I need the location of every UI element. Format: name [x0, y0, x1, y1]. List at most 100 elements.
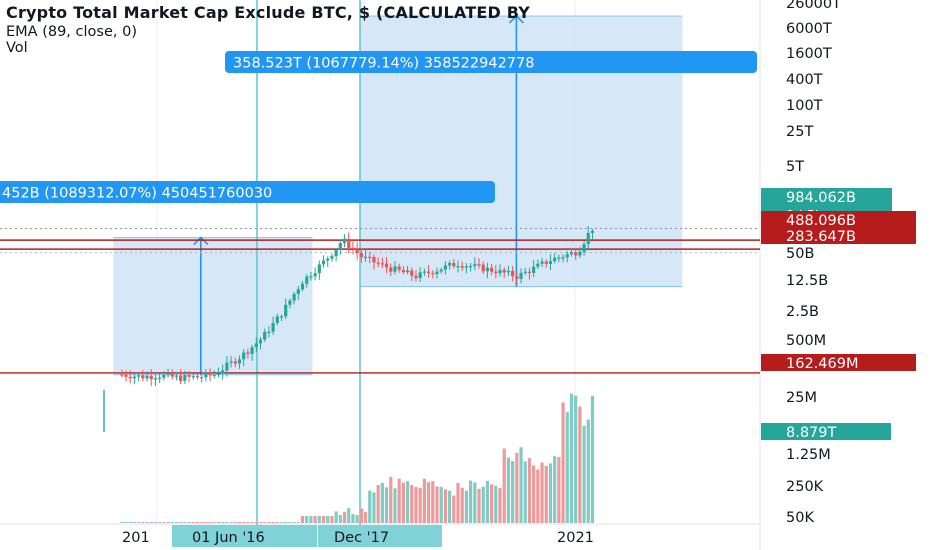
candle: [460, 266, 464, 268]
volume-bar: [166, 522, 170, 523]
volume-bar: [120, 522, 124, 523]
candle: [498, 269, 502, 274]
candle: [515, 276, 519, 279]
price-label: 283.647B: [786, 229, 856, 245]
price-axis-bg: [760, 0, 932, 550]
candle: [582, 244, 586, 252]
volume-bar: [254, 522, 258, 523]
volume-bar: [519, 447, 523, 523]
volume-bar: [242, 522, 246, 523]
candle: [422, 271, 426, 273]
candle: [351, 247, 355, 250]
candle: [321, 260, 326, 265]
price-label-bg: [761, 423, 891, 440]
volume-bar: [317, 516, 321, 523]
volume-bar: [464, 490, 469, 523]
volume-bar: [212, 522, 216, 523]
candle: [271, 322, 275, 332]
candle: [557, 257, 561, 259]
candle: [452, 262, 456, 267]
volume-bar: [128, 522, 132, 523]
volume-bar: [338, 514, 342, 523]
volume-bar: [380, 482, 384, 523]
candle: [254, 343, 258, 348]
volume-bar: [473, 482, 477, 523]
candle: [443, 265, 447, 270]
volume-bar: [435, 486, 439, 523]
volume-bar: [246, 522, 250, 523]
candle: [469, 266, 473, 268]
volume-bar: [384, 487, 389, 523]
price-tick-label: 25T: [786, 124, 813, 140]
volume-bar: [137, 522, 141, 523]
candle: [481, 264, 485, 272]
volume-bar: [447, 490, 452, 523]
candle: [380, 263, 384, 265]
volume-bar: [540, 462, 544, 523]
candle: [363, 256, 368, 258]
indicator-label: EMA (89, close, 0): [6, 24, 137, 40]
candle: [553, 257, 557, 262]
volume-bar: [204, 522, 208, 523]
volume-bar: [158, 522, 162, 523]
volume-bar: [347, 508, 351, 523]
volume-bar: [221, 522, 225, 523]
volume-bar: [145, 522, 149, 523]
price-label-bg: [761, 188, 892, 210]
candle: [326, 258, 330, 261]
volume-bar: [355, 514, 359, 523]
price-label: 8.879T: [786, 425, 837, 441]
volume-bar: [586, 419, 590, 523]
candle: [233, 361, 237, 364]
candle: [490, 267, 494, 272]
volume-bar: [527, 458, 532, 523]
candle: [523, 271, 527, 273]
candle: [561, 257, 565, 259]
volume-bar: [477, 488, 481, 523]
volume-bar: [456, 483, 460, 523]
candle: [544, 261, 548, 264]
volume-bar: [359, 508, 363, 523]
volume-bar: [200, 522, 204, 523]
volume-bar: [452, 495, 456, 523]
candle: [590, 230, 595, 233]
price-tick-label: 2.5B: [786, 304, 819, 320]
candle: [145, 375, 149, 379]
candle: [313, 273, 317, 277]
candle: [527, 271, 532, 273]
candle: [250, 347, 254, 354]
volume-bar: [288, 522, 292, 523]
candle: [170, 373, 174, 377]
price-tick-label: 500M: [786, 333, 826, 349]
volume-bar: [124, 522, 128, 523]
volume-bar: [183, 522, 187, 523]
price-label-bg: [761, 227, 916, 244]
candle: [511, 270, 515, 277]
candle: [574, 252, 578, 256]
volume-bar: [469, 480, 473, 523]
candle: [149, 375, 153, 380]
volume-bar: [481, 486, 485, 523]
candle: [204, 372, 208, 378]
candle: [330, 256, 334, 259]
volume-bar: [271, 522, 275, 523]
candle: [565, 254, 569, 258]
candle: [540, 261, 544, 264]
candle: [401, 269, 405, 273]
candle: [397, 266, 401, 270]
volume-bar: [258, 522, 263, 523]
volume-bar: [334, 511, 338, 523]
candle: [355, 249, 359, 254]
candle: [162, 374, 166, 378]
price-label-bg: [761, 354, 916, 371]
candle: [216, 373, 221, 375]
candle: [485, 267, 490, 272]
volume-bar: [410, 484, 414, 523]
price-tick-label: 100T: [786, 98, 823, 114]
price-label: 488.096B: [786, 213, 856, 229]
volume-bar: [300, 516, 305, 523]
volume-bar: [494, 485, 498, 523]
measure-box: [113, 237, 313, 375]
candle: [338, 243, 342, 251]
